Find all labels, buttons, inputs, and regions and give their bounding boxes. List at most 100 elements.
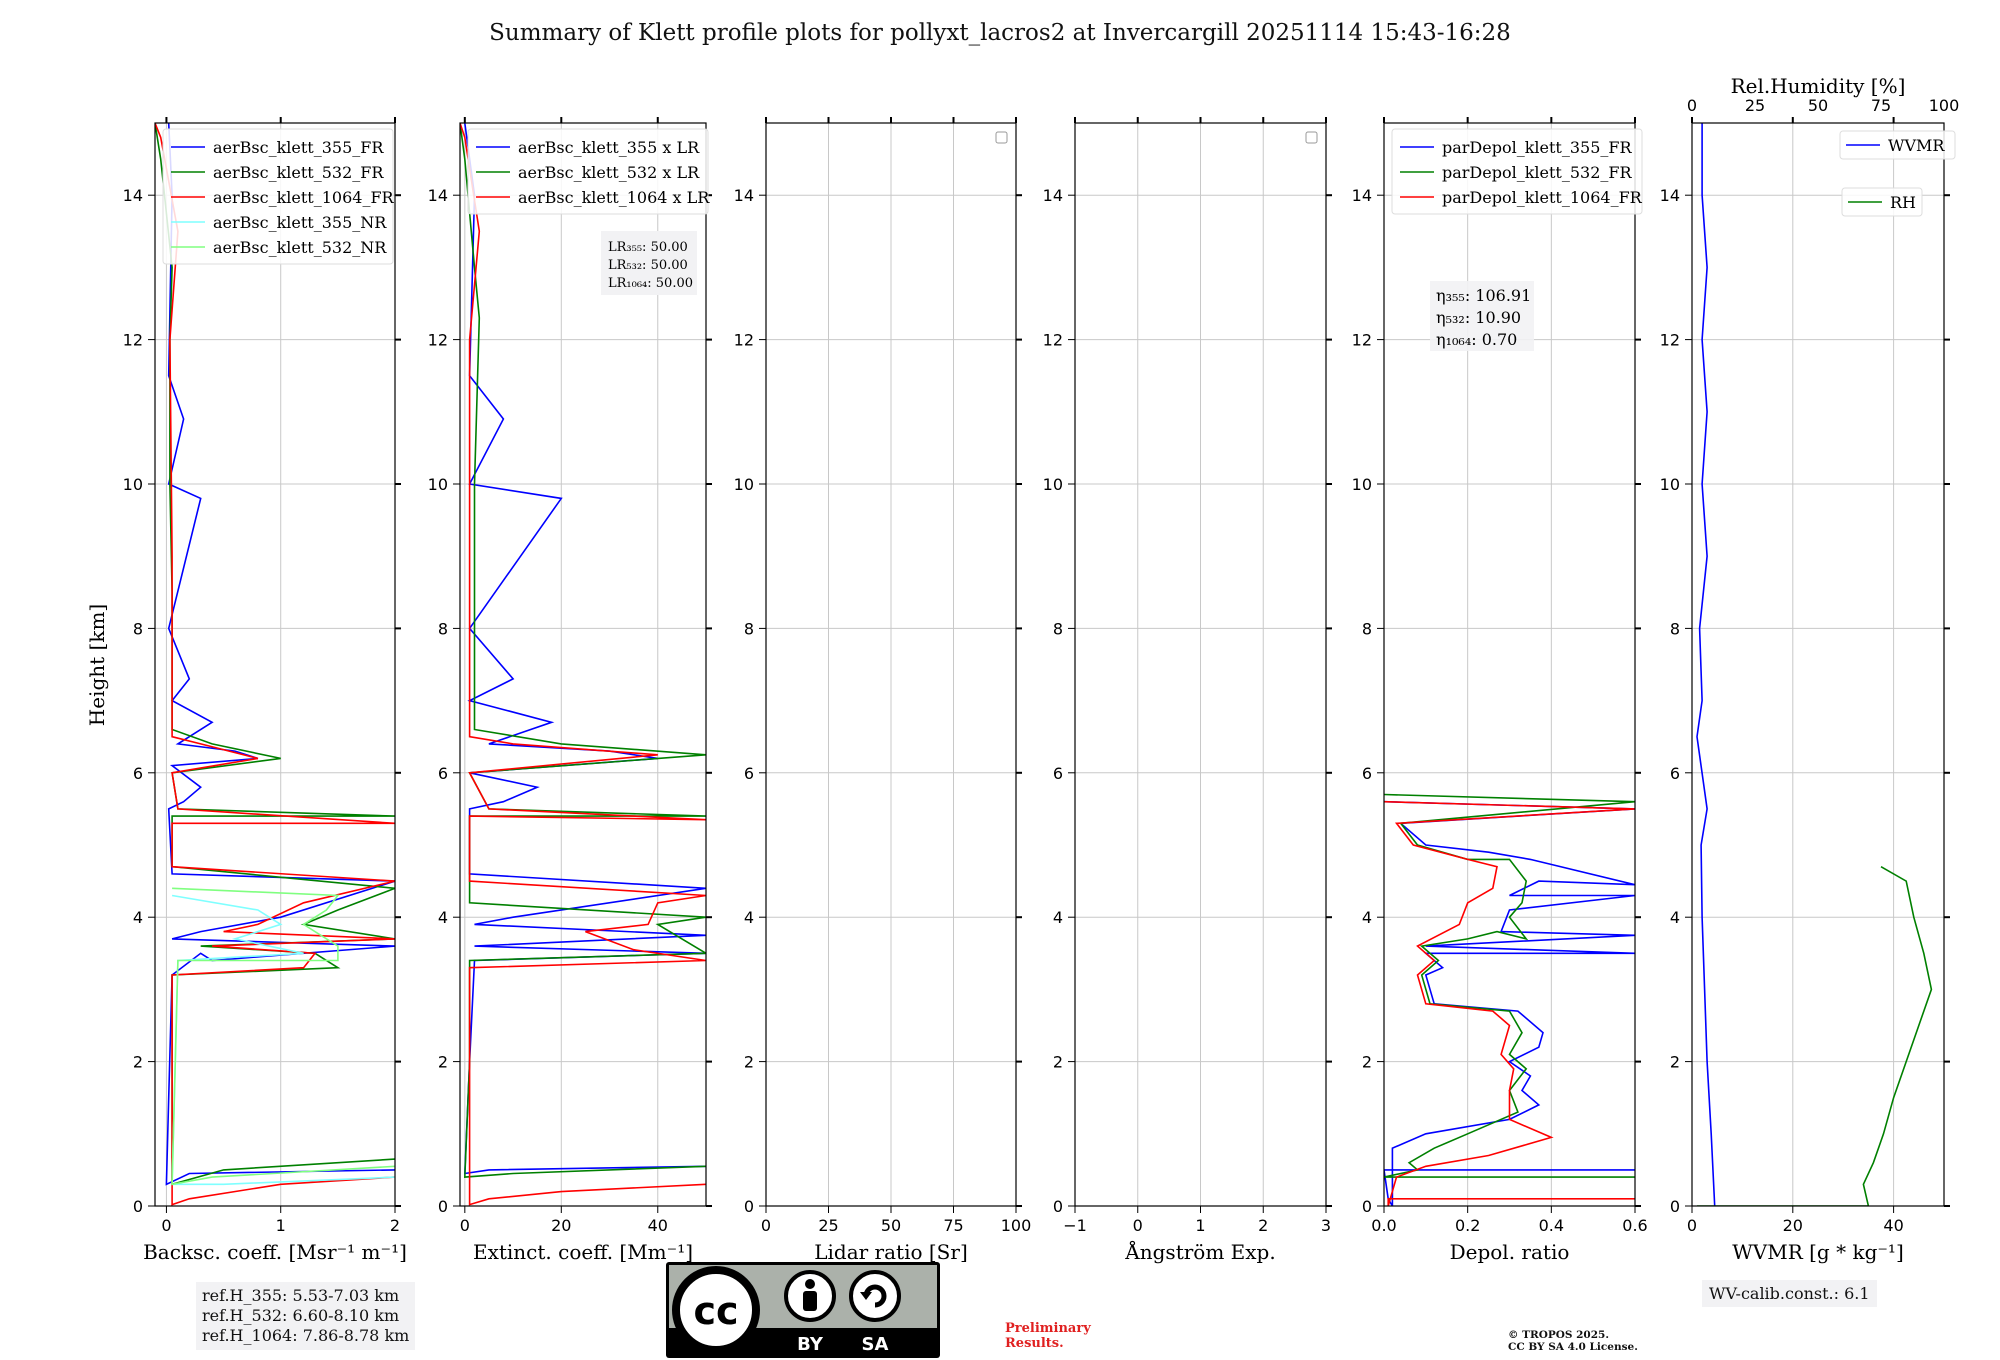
axes-frame bbox=[1383, 122, 1636, 1207]
eta-label: η₃₅₅: 106.91 bbox=[1436, 286, 1531, 305]
y-tick-label: 12 bbox=[428, 331, 448, 350]
x-tick-label: 40 bbox=[648, 1216, 668, 1235]
ref-height-355: ref.H_355: 5.53-7.03 km bbox=[202, 1286, 400, 1305]
x-tick-label: 3 bbox=[1321, 1216, 1331, 1235]
y-tick-label: 14 bbox=[1352, 186, 1372, 205]
series-line-aerBsc_klett_532_NR bbox=[171, 887, 395, 1186]
y-tick-label: 4 bbox=[744, 908, 754, 927]
lr-label: LR₅₃₂: 50.00 bbox=[608, 258, 688, 273]
annotation-box bbox=[601, 231, 697, 295]
legend-box bbox=[1839, 130, 1956, 160]
y-tick-label: 2 bbox=[1053, 1053, 1063, 1072]
y-tick-label: 4 bbox=[1053, 908, 1063, 927]
y-axis-label: Height [km] bbox=[85, 604, 109, 726]
series-line-RH bbox=[1697, 866, 1933, 1206]
y-tick-label: 2 bbox=[1362, 1053, 1372, 1072]
y-tick-label: 6 bbox=[1670, 764, 1680, 783]
legend-label: aerBsc_klett_355_NR bbox=[213, 213, 387, 232]
legend-label: aerBsc_klett_355_FR bbox=[213, 138, 384, 157]
eta-label: η₁₀₆₄: 0.70 bbox=[1436, 330, 1517, 349]
x-tick-label: 20 bbox=[1783, 1216, 1803, 1235]
legend-label: aerBsc_klett_1064_FR bbox=[213, 188, 395, 207]
x2-tick-label: 75 bbox=[1871, 96, 1891, 115]
panel-extinction: 0 20 40 0 2 4 6 8 10 12 14 Extinct. coeff. [Mm⁻¹] ae… bbox=[428, 117, 712, 1264]
x-axis-label: Ångström Exp. bbox=[1124, 1239, 1275, 1264]
x-tick-label: 0.6 bbox=[1622, 1216, 1647, 1235]
y-tick-label: 14 bbox=[734, 186, 754, 205]
y-tick-label: 0 bbox=[1670, 1197, 1680, 1216]
x-tick-label: 25 bbox=[818, 1216, 838, 1235]
eta-annotation: η₃₅₅: 106.91 η₅₃₂: 10.90 η₁₀₆₄: 0.70 bbox=[1430, 281, 1534, 351]
legend-box bbox=[467, 128, 709, 215]
y-tick-label: 2 bbox=[438, 1053, 448, 1072]
legend-label: aerBsc_klett_355 x LR bbox=[518, 138, 700, 157]
y-tick-label: 4 bbox=[133, 908, 143, 927]
y-tick-label: 14 bbox=[1043, 186, 1063, 205]
lidar-ratio-annotation: LR₃₅₅: 50.00 LR₅₃₂: 50.00 LR₁₀₆₄: 50.00 bbox=[601, 231, 697, 295]
badge-sa-label: SA bbox=[862, 1334, 889, 1355]
y-tick-label: 8 bbox=[1362, 619, 1372, 638]
annotation-box bbox=[1430, 281, 1534, 351]
x-tick-label: 20 bbox=[551, 1216, 571, 1235]
preliminary-note: Preliminary Results. bbox=[1005, 1321, 1091, 1351]
series-line-aerBsc_klett_532_FR bbox=[155, 123, 395, 1186]
x-tick-label: 0.4 bbox=[1539, 1216, 1564, 1235]
series-line-parDepol_klett_532_FR bbox=[1384, 793, 1635, 1178]
panel-wvmr: 0 20 40 0 2 4 6 8 10 12 14 WVMR [g * kg⁻¹] 0 25 50 75 10… bbox=[1660, 74, 1960, 1264]
y-tick-label: 0 bbox=[1362, 1197, 1372, 1216]
cc-letters: cc bbox=[693, 1289, 738, 1333]
y-tick-label: 8 bbox=[438, 619, 448, 638]
x-tick-label: 1 bbox=[1195, 1216, 1205, 1235]
axes-frame bbox=[459, 122, 707, 1207]
x-tick-label: 2 bbox=[390, 1216, 400, 1235]
y-tick-label: 14 bbox=[1660, 186, 1680, 205]
y-tick-label: 0 bbox=[744, 1197, 754, 1216]
x-tick-label: 1 bbox=[276, 1216, 286, 1235]
y-tick-label: 0 bbox=[133, 1197, 143, 1216]
y-tick-label: 8 bbox=[1670, 619, 1680, 638]
panel-depol: 0.0 0.2 0.4 0.6 0 2 4 6 8 10 12 14 Depol. ratio parDe… bbox=[1352, 117, 1648, 1264]
wv-calibration-box: WV-calib.const.: 6.1 bbox=[1702, 1280, 1877, 1307]
y-tick-label: 12 bbox=[123, 331, 143, 350]
series-line-aerBsc_klett_1064 x LR bbox=[460, 123, 706, 1206]
preliminary-line-2: Results. bbox=[1005, 1336, 1064, 1351]
series-line-parDepol_klett_355_FR bbox=[1384, 800, 1635, 1206]
y-tick-label: 12 bbox=[1352, 331, 1372, 350]
legend: parDepol_klett_355_FR parDepol_klett_532_… bbox=[1391, 128, 1643, 215]
x-axis-label: Backsc. coeff. [Msr⁻¹ m⁻¹] bbox=[143, 1240, 407, 1264]
legend-box bbox=[1391, 128, 1643, 215]
cc-circle-icon bbox=[672, 1266, 760, 1354]
y-tick-label: 10 bbox=[428, 475, 448, 494]
empty-legend-box bbox=[995, 131, 1008, 144]
y-tick-label: 12 bbox=[1043, 331, 1063, 350]
y-tick-label: 8 bbox=[1053, 619, 1063, 638]
x2-tick-label: 0 bbox=[1687, 96, 1697, 115]
x-tick-label: 50 bbox=[881, 1216, 901, 1235]
x-tick-label: 0 bbox=[460, 1216, 470, 1235]
x2-axis-label: Rel.Humidity [%] bbox=[1731, 74, 1906, 98]
x-tick-label: 0.2 bbox=[1455, 1216, 1480, 1235]
copyright-line-2: CC BY SA 4.0 License. bbox=[1508, 1341, 1638, 1353]
x-tick-label: 0 bbox=[761, 1216, 771, 1235]
y-tick-label: 12 bbox=[734, 331, 754, 350]
legend-label: parDepol_klett_355_FR bbox=[1442, 138, 1633, 157]
y-tick-label: 14 bbox=[123, 186, 143, 205]
x-tick-label: 2 bbox=[1258, 1216, 1268, 1235]
ref-height-1064: ref.H_1064: 7.86-8.78 km bbox=[202, 1326, 410, 1345]
y-tick-label: 10 bbox=[1352, 475, 1372, 494]
x-tick-label: 0 bbox=[1133, 1216, 1143, 1235]
x-tick-label: 0.0 bbox=[1371, 1216, 1396, 1235]
series-line-aerBsc_klett_1064_FR bbox=[155, 123, 395, 1206]
legend-box bbox=[162, 128, 394, 265]
badge-by-label: BY bbox=[797, 1334, 824, 1355]
legend-label: WVMR bbox=[1888, 136, 1945, 155]
y-tick-label: 6 bbox=[1362, 764, 1372, 783]
axes-frame bbox=[154, 122, 396, 1207]
legend-label: parDepol_klett_532_FR bbox=[1442, 163, 1633, 182]
legend-label: aerBsc_klett_1064 x LR bbox=[518, 188, 710, 207]
y-tick-label: 0 bbox=[438, 1197, 448, 1216]
y-tick-label: 4 bbox=[438, 908, 448, 927]
